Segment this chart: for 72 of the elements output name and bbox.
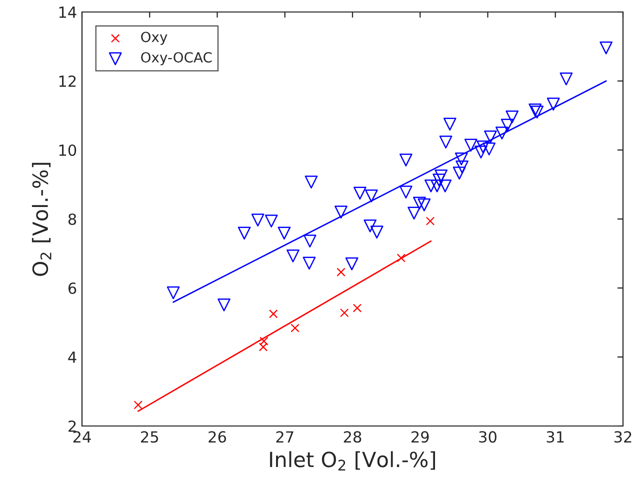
- point: [238, 226, 251, 240]
- x-tick-label: 32: [614, 431, 632, 443]
- point: [474, 146, 488, 159]
- point: [396, 254, 406, 262]
- point: [399, 186, 412, 199]
- point: [340, 308, 349, 318]
- point: [464, 138, 478, 152]
- legend-label: Oxy-OCAC: [141, 52, 212, 66]
- point: [334, 206, 348, 219]
- point: [303, 234, 316, 248]
- point: [426, 216, 435, 226]
- point: [166, 286, 180, 300]
- y-tick-label: 12: [59, 75, 76, 87]
- point: [424, 179, 438, 192]
- point: [336, 268, 346, 276]
- point: [452, 166, 466, 180]
- y-axis-title: O$_{2}$ [Vol.-%]: [32, 162, 52, 276]
- point: [354, 186, 366, 200]
- x-tick-label: 24: [73, 431, 91, 442]
- x-tick-label: 26: [208, 431, 226, 443]
- point: [496, 126, 508, 140]
- point: [430, 179, 444, 192]
- point: [408, 206, 420, 220]
- point: [302, 256, 316, 270]
- point: [560, 72, 573, 86]
- x-tick-label: 25: [141, 431, 158, 443]
- point: [304, 176, 318, 189]
- y-tick-label: 14: [59, 6, 76, 18]
- y-tick-label: 2: [68, 420, 76, 432]
- y-tick-label: 4: [68, 352, 76, 363]
- point: [352, 304, 362, 312]
- point: [264, 214, 278, 228]
- point: [251, 214, 264, 226]
- point: [500, 118, 514, 132]
- point: [260, 336, 268, 346]
- point: [484, 130, 497, 144]
- point: [418, 198, 431, 212]
- point: [434, 169, 448, 182]
- point: [454, 152, 468, 166]
- point: [439, 136, 452, 148]
- point: [290, 324, 300, 332]
- y-tick-label: 10: [59, 144, 76, 156]
- point: [286, 249, 300, 262]
- x-tick-label: 31: [546, 431, 564, 443]
- point: [269, 310, 278, 318]
- point: [506, 110, 519, 124]
- y-tick-label: 6: [68, 282, 76, 294]
- point: [600, 41, 613, 54]
- point: [370, 226, 384, 239]
- point: [438, 179, 452, 192]
- x-tick-label: 28: [344, 431, 362, 443]
- y-tick-label: 8: [68, 213, 76, 226]
- x-tick-label: 27: [276, 431, 294, 442]
- point: [432, 174, 446, 186]
- point: [218, 298, 230, 312]
- point: [482, 142, 496, 156]
- point: [364, 219, 377, 232]
- point: [258, 342, 268, 352]
- x-tick-label: 29: [412, 431, 429, 443]
- point: [546, 98, 560, 111]
- point: [134, 400, 142, 410]
- point: [278, 226, 291, 240]
- point: [365, 189, 378, 202]
- point: [443, 118, 456, 131]
- point: [476, 140, 490, 154]
- point: [345, 257, 358, 270]
- point: [456, 160, 468, 174]
- x-axis-title: Inlet O$_{2}$ [Vol.-%]: [270, 451, 436, 470]
- legend-label: Oxy: [141, 32, 168, 45]
- point: [399, 154, 412, 166]
- point: [413, 196, 426, 210]
- x-tick-label: 30: [479, 431, 496, 443]
